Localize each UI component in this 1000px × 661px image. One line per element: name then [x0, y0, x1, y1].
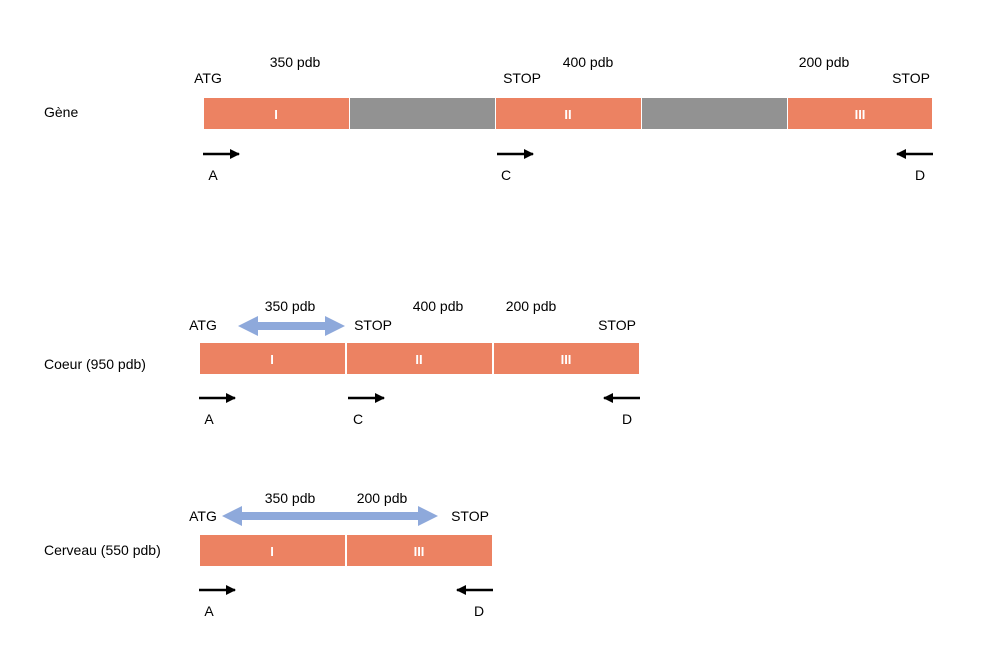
exon-2-label: II [564, 107, 571, 122]
exon-3-block [347, 535, 492, 566]
row-label-heart: Coeur (950 pdb) [44, 356, 146, 372]
double-arrow-350 [238, 316, 345, 336]
primer-c-label: C [501, 167, 511, 183]
primer-d-label: D [915, 167, 925, 183]
size-label-exon-1: 350 pdb [265, 298, 316, 314]
exon-2-block [347, 343, 492, 374]
size-label-exon-2: 400 pdb [563, 54, 614, 70]
primer-a-label: A [204, 411, 214, 427]
primer-a-label: A [204, 603, 214, 619]
exon-2-label: II [415, 352, 422, 367]
exon-3-block [788, 98, 932, 129]
exon-2-block [496, 98, 641, 129]
intron-2-block [642, 98, 787, 129]
exon-3-label: III [561, 352, 572, 367]
size-label-exon-3: 200 pdb [799, 54, 850, 70]
primer-a-label: A [208, 167, 218, 183]
size-label-exon-3: 200 pdb [357, 490, 408, 506]
stop-label-exon-3: STOP [598, 317, 636, 333]
primer-c-label: C [353, 411, 363, 427]
stop-label-exon-2: STOP [503, 70, 541, 86]
size-label-exon-3: 200 pdb [506, 298, 557, 314]
stop-label-exon-1: STOP [354, 317, 392, 333]
atg-label: ATG [194, 70, 222, 86]
gene-row: Gène 350 pdb 400 pdb 200 pdb ATG STOP ST… [44, 54, 933, 183]
exon-1-block [200, 535, 345, 566]
primer-d-label: D [622, 411, 632, 427]
size-label-exon-2: 400 pdb [413, 298, 464, 314]
exon-3-label: III [855, 107, 866, 122]
size-label-exon-1: 350 pdb [265, 490, 316, 506]
exon-1-block [204, 98, 349, 129]
size-label-exon-1: 350 pdb [270, 54, 321, 70]
atg-label: ATG [189, 317, 217, 333]
primer-d-label: D [474, 603, 484, 619]
intron-1-block [350, 98, 495, 129]
row-label-brain: Cerveau (550 pdb) [44, 542, 161, 558]
double-arrow-550 [222, 506, 438, 526]
heart-row: Coeur (950 pdb) 350 pdb 400 pdb 200 pdb … [44, 298, 640, 427]
brain-row: Cerveau (550 pdb) 350 pdb 200 pdb ATG ST… [44, 490, 493, 619]
exon-1-label: I [270, 352, 274, 367]
exon-1-label: I [274, 107, 278, 122]
exon-1-label: I [270, 544, 274, 559]
stop-label-exon-3: STOP [892, 70, 930, 86]
atg-label: ATG [189, 508, 217, 524]
exon-3-block [494, 343, 639, 374]
row-label-gene: Gène [44, 104, 78, 120]
exon-1-block [200, 343, 345, 374]
stop-label-exon-3: STOP [451, 508, 489, 524]
exon-3-label: III [414, 544, 425, 559]
